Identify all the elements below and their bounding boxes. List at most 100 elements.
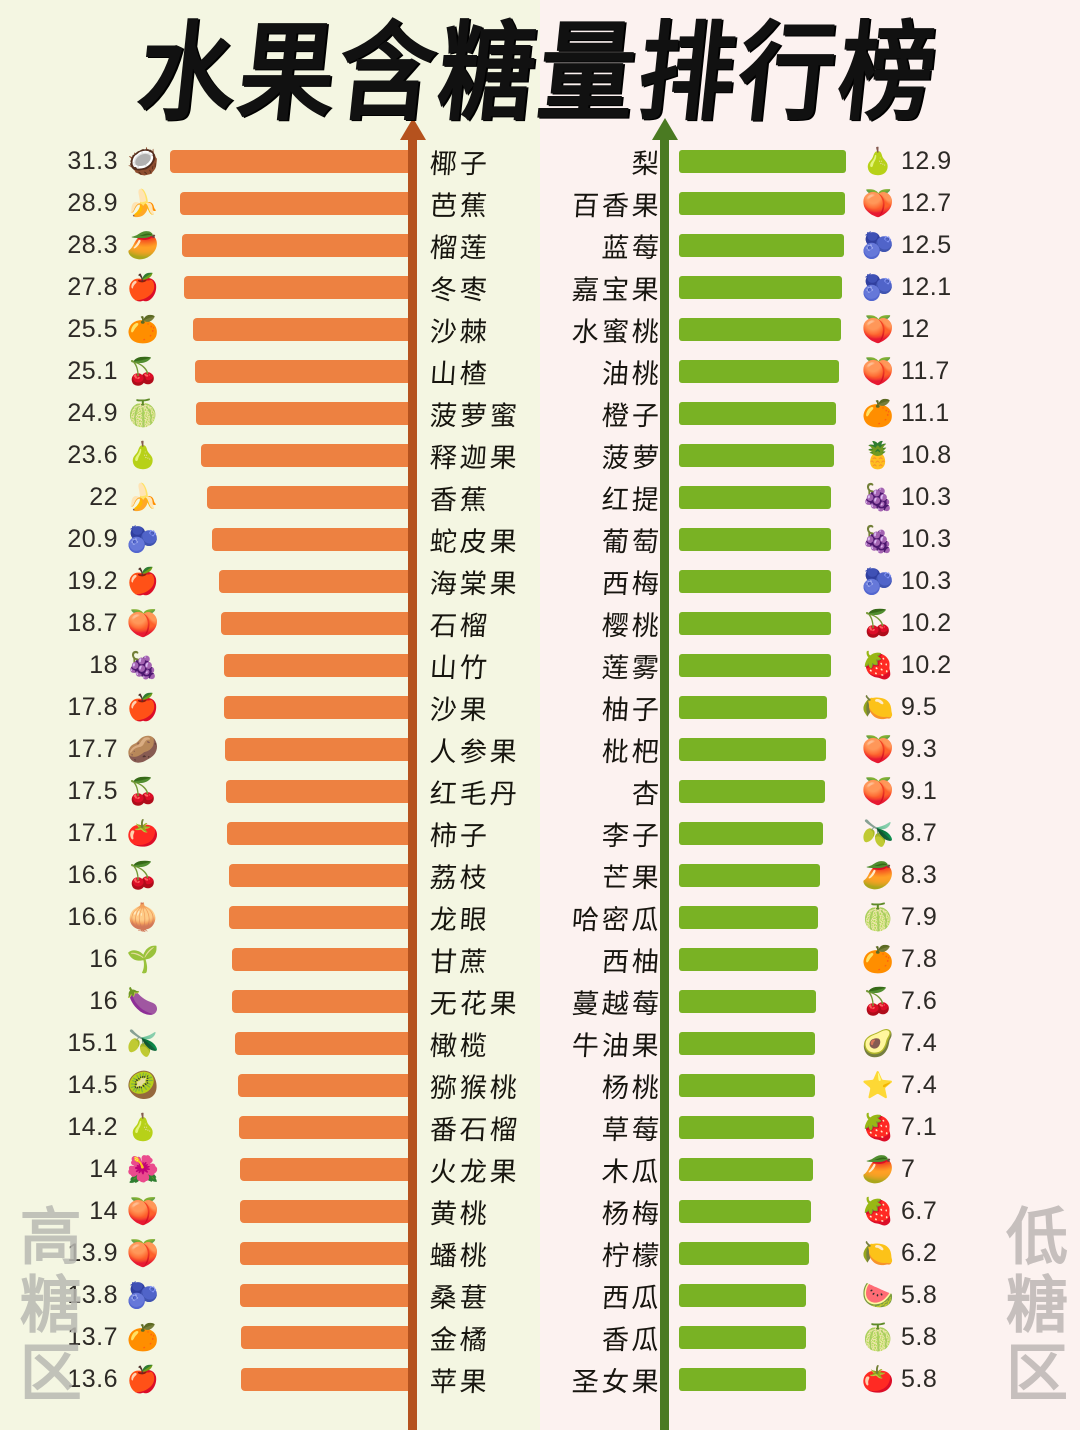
chart-row: 13.7 🍊 金橘 <box>0 1316 540 1358</box>
axis-shaft <box>408 134 417 1430</box>
bar <box>679 1073 816 1097</box>
bar-track <box>670 149 855 173</box>
bar-value-label: 5.8 <box>901 1364 938 1393</box>
fruit-icon: 🫒 <box>861 818 895 848</box>
chart-row: 枇杷 🍑 9.3 <box>540 728 1080 770</box>
fruit-name-label: 人参果 <box>428 736 521 768</box>
bar-value-label: 8.3 <box>901 860 938 889</box>
bar <box>211 527 416 551</box>
bar-track <box>670 1325 855 1349</box>
fruit-name-label: 石榴 <box>428 610 491 642</box>
fruit-name-label: 李子 <box>600 820 663 852</box>
bar <box>218 569 416 593</box>
bar <box>194 359 416 383</box>
bar <box>237 1073 416 1097</box>
bar <box>240 1325 416 1349</box>
fruit-name-label: 草莓 <box>600 1114 663 1146</box>
fruit-name-label: 哈密瓜 <box>570 904 663 936</box>
fruit-name-label: 西瓜 <box>600 1282 663 1314</box>
fruit-icon: 🍅 <box>126 818 160 848</box>
bar-value-label: 18.7 <box>67 608 118 637</box>
chart-row: 西瓜 🍉 5.8 <box>540 1274 1080 1316</box>
bar-value-label: 12.5 <box>901 230 952 259</box>
bar-value-label: 10.8 <box>901 440 952 469</box>
fruit-name-label: 沙果 <box>428 694 491 726</box>
fruit-name-label: 榴莲 <box>428 232 491 264</box>
bar <box>679 1241 809 1265</box>
chart-row: 16 🌱 甘蔗 <box>0 938 540 980</box>
bar-track <box>670 485 855 509</box>
bar-value-label: 28.9 <box>67 188 118 217</box>
arrow-up-icon <box>651 118 678 140</box>
chart-row: 13.6 🍎 苹果 <box>0 1358 540 1400</box>
bar-track <box>670 779 855 803</box>
chart-row: 17.5 🍒 红毛丹 <box>0 770 540 812</box>
fruit-name-label: 甘蔗 <box>428 946 491 978</box>
fruit-icon: 🍑 <box>861 734 895 764</box>
bar-track <box>164 1283 416 1307</box>
fruit-icon: 🥝 <box>126 1070 160 1100</box>
bar-value-label: 17.5 <box>67 776 118 805</box>
chart-row: 李子 🫒 8.7 <box>540 812 1080 854</box>
fruit-name-label: 嘉宝果 <box>570 274 663 306</box>
bar-value-label: 13.6 <box>67 1364 118 1393</box>
fruit-icon: 🍑 <box>861 314 895 344</box>
bar-track <box>164 863 416 887</box>
bar <box>229 863 416 887</box>
fruit-icon: 🍈 <box>126 398 160 428</box>
high-sugar-axis-arrow <box>399 118 426 1430</box>
fruit-name-label: 橄榄 <box>428 1030 491 1062</box>
fruit-icon: 🍒 <box>861 608 895 638</box>
bar-value-label: 17.7 <box>67 734 118 763</box>
bar <box>184 275 416 299</box>
chart-row: 14.2 🍐 番石榴 <box>0 1106 540 1148</box>
fruit-name-label: 柚子 <box>600 694 663 726</box>
chart-row: 14.5 🥝 猕猴桃 <box>0 1064 540 1106</box>
fruit-icon: 🍅 <box>861 1364 895 1394</box>
bar <box>679 821 823 845</box>
bar <box>679 695 828 719</box>
bar-value-label: 28.3 <box>67 230 118 259</box>
low-sugar-zone-label: 低糖区 <box>995 1204 1068 1408</box>
bar-value-label: 7.8 <box>901 944 938 973</box>
bar <box>679 569 832 593</box>
bar <box>679 653 831 677</box>
bar <box>225 779 416 803</box>
fruit-icon: 🫒 <box>126 1028 160 1058</box>
fruit-name-label: 橙子 <box>600 400 663 432</box>
chart-row: 25.1 🍒 山楂 <box>0 350 540 392</box>
bar <box>679 989 817 1013</box>
bar-value-label: 14.5 <box>67 1070 118 1099</box>
bar-value-label: 16.6 <box>67 902 118 931</box>
bar-value-label: 8.7 <box>901 818 938 847</box>
fruit-name-label: 芒果 <box>600 862 663 894</box>
bar-track <box>670 527 855 551</box>
bar <box>231 989 416 1013</box>
fruit-icon: 🍑 <box>861 776 895 806</box>
fruit-name-label: 海棠果 <box>428 568 521 600</box>
bar-track <box>164 947 416 971</box>
fruit-icon: ⭐ <box>861 1070 895 1100</box>
bar-track <box>164 1199 416 1223</box>
bar <box>239 1157 416 1181</box>
chart-row: 16 🍆 无花果 <box>0 980 540 1022</box>
fruit-name-label: 油桃 <box>600 358 663 390</box>
bar <box>679 1367 807 1391</box>
bar-track <box>670 1031 855 1055</box>
fruit-icon: 🫐 <box>861 566 895 596</box>
chart-row: 柠檬 🍋 6.2 <box>540 1232 1080 1274</box>
fruit-icon: 🍒 <box>861 986 895 1016</box>
fruit-name-label: 沙棘 <box>428 316 491 348</box>
fruit-icon: 🍊 <box>126 1322 160 1352</box>
bar-track <box>164 527 416 551</box>
bar-track <box>670 233 855 257</box>
fruit-name-label: 西梅 <box>600 568 663 600</box>
fruit-name-label: 杨桃 <box>600 1072 663 1104</box>
bar-value-label: 17.8 <box>67 692 118 721</box>
fruit-icon: 🍓 <box>861 650 895 680</box>
bar-value-label: 6.2 <box>901 1238 938 1267</box>
fruit-icon: 🍍 <box>861 440 895 470</box>
bar-value-label: 9.3 <box>901 734 938 763</box>
bar-track <box>670 989 855 1013</box>
fruit-name-label: 龙眼 <box>428 904 491 936</box>
